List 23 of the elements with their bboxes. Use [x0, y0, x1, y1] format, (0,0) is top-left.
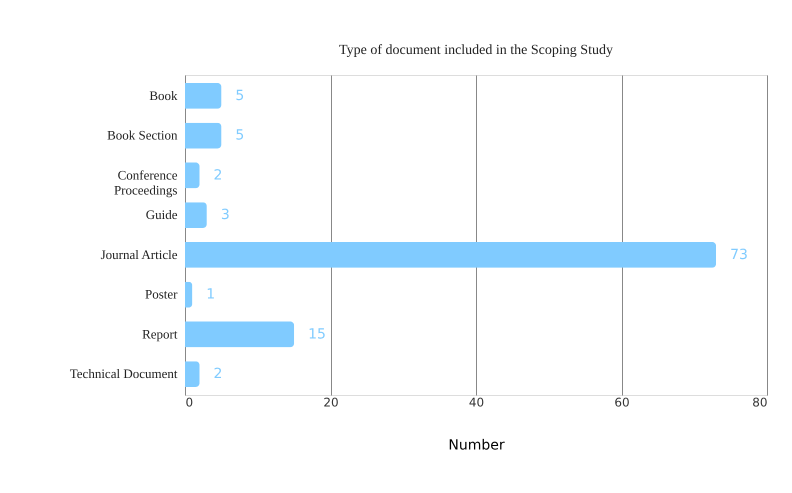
data-label: 1	[206, 286, 216, 303]
y-tick-label: Book	[149, 88, 178, 103]
y-tick-label: Report	[142, 326, 178, 342]
x-axis-title: Number	[448, 438, 505, 454]
x-tick-label: 40	[468, 396, 484, 410]
y-tick-label: Journal Article	[100, 246, 178, 262]
y-tick-label: Poster	[145, 286, 178, 302]
x-tick-label: 20	[323, 396, 339, 410]
x-tick-label: 80	[752, 396, 768, 410]
y-tick-label: Conference Proceedings	[114, 167, 178, 198]
y-tick-label: Book Section	[107, 128, 178, 143]
data-label: 5	[235, 88, 244, 104]
data-label: 3	[220, 207, 230, 224]
chart-title: Type of document included in the Scoping Study	[339, 43, 613, 58]
data-label: 2	[214, 167, 222, 184]
data-label: 5	[235, 128, 244, 144]
y-tick-label: Technical Document	[70, 366, 178, 382]
data-label: 2	[214, 366, 222, 382]
data-label: 15	[308, 326, 326, 342]
data-label: 73	[730, 246, 748, 263]
x-tick-label: 60	[614, 396, 630, 410]
y-tick-label: Guide	[146, 207, 178, 222]
x-tick-label: 0	[186, 396, 194, 410]
